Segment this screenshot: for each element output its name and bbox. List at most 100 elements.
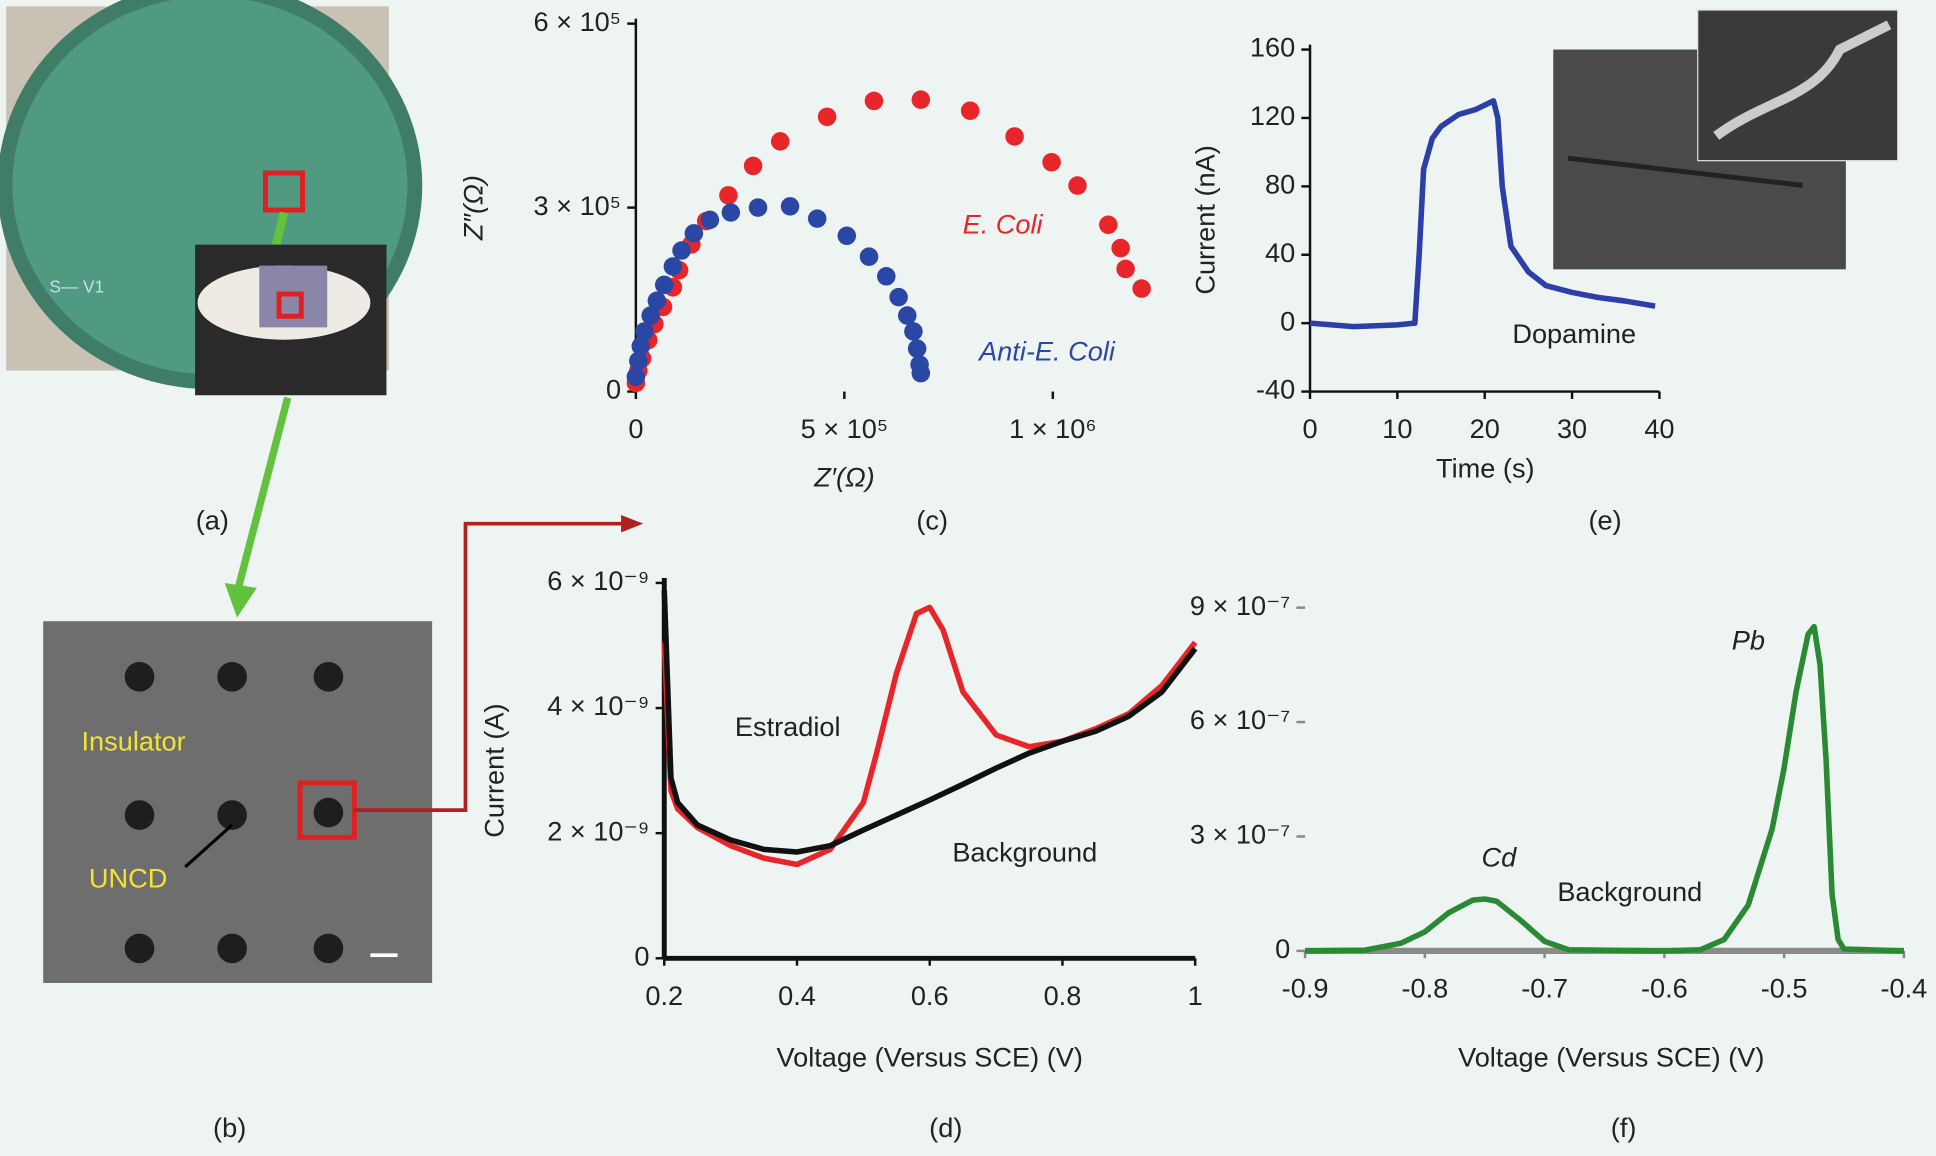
data-point — [663, 257, 683, 276]
annotation: Cd — [1482, 842, 1518, 873]
annotation: Background — [1557, 876, 1702, 907]
data-point — [647, 291, 667, 311]
annotation: Dopamine — [1512, 318, 1636, 349]
data-point — [960, 101, 980, 120]
y-tick-label: 4 × 10⁻⁹ — [547, 690, 649, 721]
data-point — [817, 107, 837, 127]
y-tick-label: 80 — [1265, 169, 1295, 200]
panel-label: (d) — [929, 1112, 962, 1143]
x-tick-label: 30 — [1557, 413, 1587, 444]
data-point — [859, 247, 879, 266]
y-tick-label: 2 × 10⁻⁹ — [547, 815, 649, 846]
photo-annotation: UNCD — [89, 863, 167, 894]
annotation: Pb — [1732, 624, 1765, 655]
panel-label: (a) — [196, 505, 229, 536]
x-axis-label: Z′(Ω) — [813, 461, 874, 492]
annotation: Anti-E. Coli — [977, 335, 1116, 366]
panel-label: (b) — [213, 1112, 246, 1143]
y-tick-label: 3 × 10⁻⁷ — [1190, 819, 1290, 850]
data-point — [1099, 215, 1118, 235]
data-point — [748, 198, 768, 217]
y-tick-label: 0 — [1275, 933, 1290, 964]
annotation: Background — [952, 837, 1097, 868]
y-tick-label: 6 × 10⁵ — [534, 6, 622, 37]
data-point — [1132, 279, 1151, 298]
x-tick-label: -0.4 — [1880, 973, 1927, 1004]
x-axis-label: Voltage (Versus SCE) (V) — [777, 1042, 1083, 1073]
data-point — [641, 306, 660, 325]
sem-inset — [1713, 20, 1892, 140]
series-line — [661, 590, 1198, 855]
x-tick-label: 0.4 — [778, 980, 816, 1011]
wafer-text: S— V1 — [49, 276, 104, 296]
data-point — [626, 367, 646, 387]
x-tick-label: 40 — [1644, 413, 1674, 444]
arrow — [354, 521, 624, 812]
x-tick-label: 0.6 — [911, 980, 949, 1011]
data-point — [719, 186, 738, 205]
data-point — [877, 267, 896, 286]
y-tick-label: 0 — [634, 940, 649, 971]
data-point — [684, 224, 704, 243]
y-tick-label: 6 × 10⁻⁷ — [1190, 704, 1290, 735]
data-point — [743, 156, 763, 176]
x-tick-label: 0.8 — [1044, 980, 1082, 1011]
y-axis-label: Current (A) — [479, 703, 510, 837]
data-point — [629, 351, 648, 371]
series-line — [1305, 623, 1904, 954]
sem-photo: Insulator UNCD — [43, 621, 433, 983]
data-point — [770, 132, 790, 151]
data-point — [897, 306, 917, 325]
data-point — [911, 363, 931, 383]
data-point — [889, 287, 908, 307]
wafer-photo: S— V1 — [0, 0, 423, 396]
data-point — [807, 209, 827, 228]
data-point — [911, 90, 931, 109]
data-point — [1116, 259, 1135, 279]
annotation: Estradiol — [735, 711, 841, 742]
data-point — [672, 241, 691, 260]
y-tick-label: 3 × 10⁵ — [534, 190, 622, 221]
x-tick-label: 20 — [1470, 413, 1500, 444]
x-tick-label: 0 — [1302, 413, 1317, 444]
x-tick-label: -0.6 — [1641, 973, 1688, 1004]
y-axis-label: Current (nA) — [1190, 145, 1221, 294]
data-point — [631, 336, 651, 356]
arrow-head — [621, 515, 644, 533]
x-tick-label: -0.9 — [1282, 973, 1329, 1004]
data-point — [1042, 152, 1061, 172]
x-tick-label: -0.8 — [1401, 973, 1448, 1004]
y-tick-label: 6 × 10⁻⁹ — [547, 565, 649, 596]
y-tick-label: 160 — [1250, 32, 1295, 63]
data-point — [1005, 127, 1024, 146]
y-tick-label: 9 × 10⁻⁷ — [1190, 590, 1290, 621]
y-tick-label: 0 — [1280, 305, 1295, 336]
photo-annotation: Insulator — [81, 726, 185, 757]
data-point — [1068, 176, 1087, 195]
data-point — [700, 210, 720, 230]
x-tick-label: 5 × 10⁵ — [801, 413, 889, 444]
x-tick-label: -0.7 — [1521, 973, 1568, 1004]
data-point — [907, 339, 927, 358]
arrow-head — [224, 582, 257, 618]
data-point — [1111, 238, 1130, 258]
y-tick-label: 40 — [1265, 237, 1295, 268]
data-point — [837, 226, 857, 246]
x-tick-label: 10 — [1382, 413, 1412, 444]
data-point — [721, 203, 741, 222]
annotation: E. Coli — [963, 208, 1044, 239]
panel-label: (e) — [1589, 505, 1622, 536]
x-tick-label: 0 — [628, 413, 643, 444]
y-tick-label: 0 — [606, 374, 621, 405]
arrow — [233, 396, 292, 594]
x-tick-label: -0.5 — [1761, 973, 1808, 1004]
x-axis-label: Time (s) — [1436, 453, 1535, 484]
data-point — [654, 275, 674, 295]
panel-label: (c) — [916, 505, 948, 536]
x-axis-label: Voltage (Versus SCE) (V) — [1458, 1042, 1764, 1073]
data-point — [864, 91, 884, 111]
data-point — [904, 322, 923, 341]
y-axis-label: Z″(Ω) — [458, 175, 489, 241]
